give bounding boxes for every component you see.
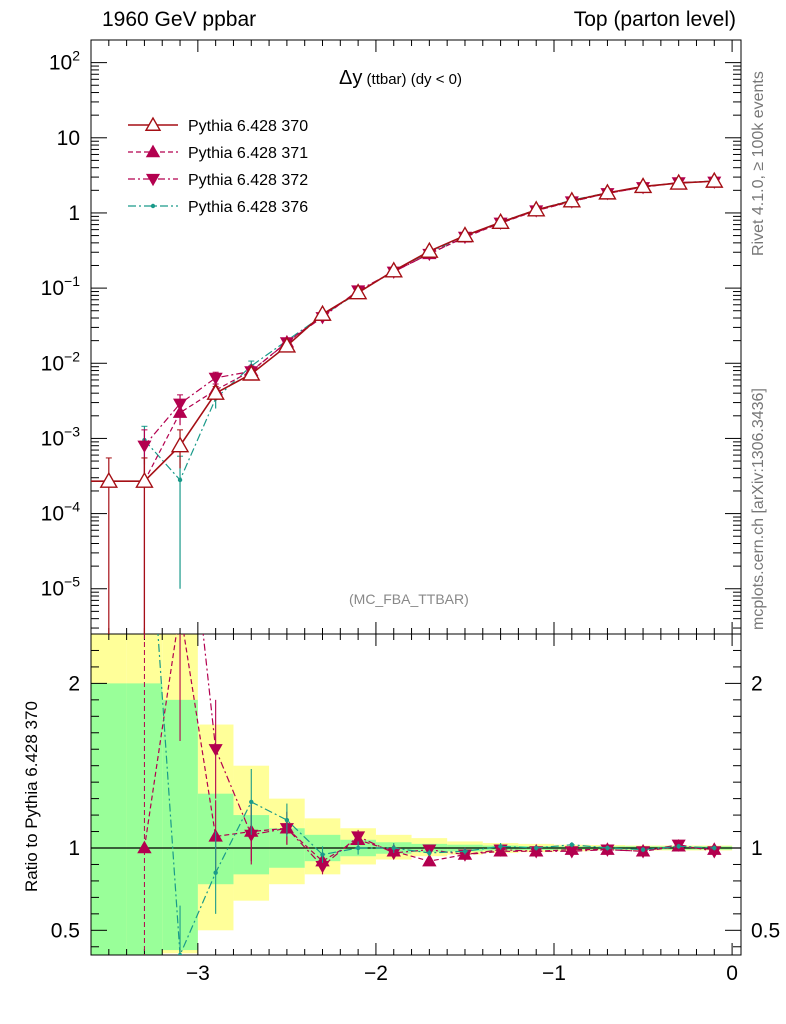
data-point	[633, 177, 653, 194]
ratio-bands	[91, 634, 733, 955]
data-point	[351, 831, 366, 844]
legend-item: Pythia 6.428 372	[128, 172, 308, 189]
data-point	[277, 336, 297, 353]
data-point	[208, 372, 223, 386]
data-point	[640, 847, 646, 852]
data-point	[249, 799, 254, 805]
y-tick-label: 10−5	[41, 574, 81, 601]
data-point	[208, 744, 223, 757]
legend-label: Pythia 6.428 372	[188, 172, 308, 189]
data-point	[569, 842, 575, 847]
data-point	[172, 405, 188, 418]
data-point	[348, 283, 368, 300]
data-point	[384, 261, 403, 278]
data-point	[177, 477, 183, 483]
data-point	[135, 471, 154, 488]
data-point	[174, 603, 186, 614]
ratio-series-group	[137, 603, 722, 955]
data-point	[705, 171, 724, 188]
ratio-y-tick-label: 0.5	[51, 919, 80, 942]
data-point	[427, 850, 432, 856]
data-point	[491, 212, 510, 230]
data-point	[99, 471, 119, 488]
header-left-label: 1960 GeV ppbar	[102, 8, 257, 31]
header-right-label: Top (parton level)	[573, 8, 736, 31]
legend-label: Pythia 6.428 371	[188, 145, 308, 162]
data-point	[320, 852, 325, 857]
ratio-y-tick-label: 2	[68, 672, 80, 695]
ratio-y-tick-label-right: 1	[751, 837, 763, 860]
data-point	[598, 183, 617, 200]
y-tick-label: 102	[49, 48, 80, 75]
analysis-tag: (MC_FBA_TTBAR)	[349, 591, 469, 607]
ratio-plot-frame	[90, 633, 742, 956]
x-tick-label: −1	[542, 962, 566, 985]
series-line	[91, 180, 715, 482]
data-point	[137, 440, 152, 453]
legend-item: Pythia 6.428 376	[128, 199, 308, 216]
ratio-y-tick-label-right: 0.5	[751, 919, 780, 942]
legend: Pythia 6.428 370 Pythia 6.428 371 Pythia 6…	[128, 116, 308, 216]
data-point	[526, 200, 546, 217]
data-point	[206, 383, 225, 400]
data-point	[462, 849, 468, 854]
plot-title: Δy (ttbar) (dy < 0)	[339, 67, 462, 90]
data-point	[355, 845, 361, 851]
series-line	[143, 180, 715, 482]
y-tick-label: 10−2	[41, 348, 81, 375]
plot-title-symbol: Δy	[339, 67, 363, 89]
data-point	[150, 203, 156, 209]
uncertainty-band-inner	[91, 683, 127, 955]
y-tick-label: 10−3	[41, 423, 81, 450]
data-point	[145, 173, 161, 187]
x-tick-label: −2	[364, 962, 388, 985]
legend-label: Pythia 6.428 376	[188, 199, 308, 216]
x-tick-label: −3	[186, 962, 210, 985]
series-line	[143, 180, 715, 482]
legend-label: Pythia 6.428 370	[188, 118, 308, 135]
ratio-y-tick-label-right: 2	[751, 672, 763, 695]
series-2	[137, 176, 722, 478]
data-point	[313, 304, 332, 321]
data-point	[242, 364, 261, 381]
y-tick-label: 10	[57, 127, 80, 150]
ratio-y-tick-label: 1	[68, 837, 80, 860]
legend-item: Pythia 6.428 370	[128, 116, 308, 135]
series-line	[143, 181, 715, 447]
y-tick-label: 10−4	[41, 499, 81, 526]
plot-title-text: (ttbar) (dy < 0)	[366, 71, 462, 88]
data-point	[391, 845, 396, 851]
data-point	[284, 817, 290, 823]
data-point	[605, 845, 610, 851]
data-point	[213, 870, 218, 875]
data-point	[712, 845, 717, 851]
ratio-series-2	[157, 634, 717, 955]
data-point	[420, 241, 439, 258]
data-point	[144, 116, 162, 131]
data-point	[562, 191, 582, 208]
data-point	[676, 844, 681, 849]
data-point	[498, 844, 503, 849]
data-point	[669, 173, 688, 190]
data-point	[170, 436, 190, 453]
x-tick-label: 0	[726, 962, 738, 985]
data-point	[177, 952, 183, 955]
data-point	[422, 853, 437, 867]
data-point	[534, 845, 539, 851]
series-0	[91, 171, 724, 634]
y-tick-label: 10−1	[41, 273, 81, 300]
data-point	[455, 226, 475, 243]
legend-item: Pythia 6.428 371	[128, 144, 308, 162]
data-point	[145, 144, 161, 158]
y-tick-label: 1	[68, 202, 80, 225]
main-series-group	[91, 171, 724, 634]
